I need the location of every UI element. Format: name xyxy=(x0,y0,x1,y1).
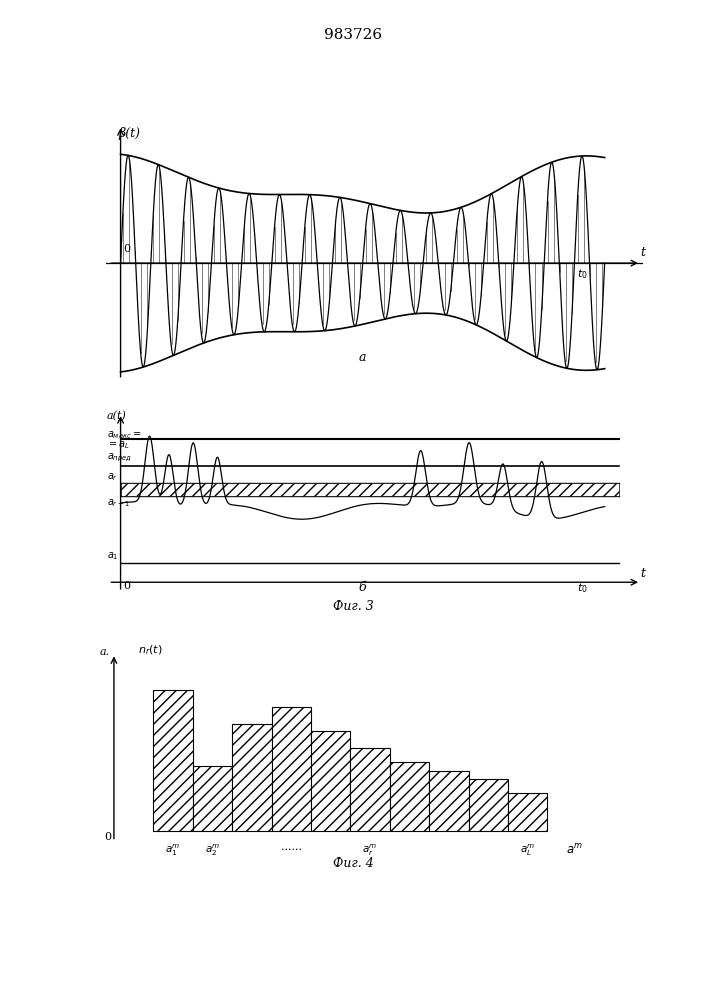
Text: $a_r$: $a_r$ xyxy=(107,471,118,483)
Text: 0: 0 xyxy=(105,832,112,842)
Text: 0: 0 xyxy=(123,244,130,254)
Bar xyxy=(153,690,193,831)
Text: Фиг. 3: Фиг. 3 xyxy=(333,600,374,613)
Text: $a^m$: $a^m$ xyxy=(566,842,583,856)
Text: $t_0$: $t_0$ xyxy=(578,267,588,281)
Text: $a_{макс}=$: $a_{макс}=$ xyxy=(107,429,141,441)
Bar xyxy=(351,748,390,831)
Bar xyxy=(311,731,351,831)
Text: Фиг. 4: Фиг. 4 xyxy=(333,857,374,870)
Text: б: б xyxy=(358,581,366,594)
Text: $a_1^m$: $a_1^m$ xyxy=(165,842,181,858)
Bar xyxy=(193,766,232,831)
Text: ......: ...... xyxy=(281,842,302,852)
Text: t: t xyxy=(640,567,645,580)
Text: β(t): β(t) xyxy=(118,127,140,140)
Text: 0: 0 xyxy=(123,581,130,591)
Text: $a_{пред}$: $a_{пред}$ xyxy=(107,452,132,464)
Text: $t_0$: $t_0$ xyxy=(578,581,588,595)
Text: $a_2^m$: $a_2^m$ xyxy=(205,842,220,858)
Bar xyxy=(469,779,508,831)
Text: a.: a. xyxy=(100,647,110,657)
Text: a(t): a(t) xyxy=(107,411,127,421)
Text: $n_r(t)$: $n_r(t)$ xyxy=(138,643,163,657)
Text: $a_{r-1}$: $a_{r-1}$ xyxy=(107,497,130,509)
Bar xyxy=(232,724,271,831)
Bar xyxy=(508,793,547,831)
Text: $a_L^m$: $a_L^m$ xyxy=(520,842,535,858)
Text: $=a_L$: $=a_L$ xyxy=(107,439,130,451)
Bar xyxy=(429,771,469,831)
Text: t: t xyxy=(640,246,645,259)
Text: a: a xyxy=(359,351,366,364)
Bar xyxy=(271,707,311,831)
Text: $a_1$: $a_1$ xyxy=(107,551,119,562)
Text: 983726: 983726 xyxy=(325,28,382,42)
Text: $a_r^m$: $a_r^m$ xyxy=(363,842,378,858)
Bar xyxy=(390,762,429,831)
